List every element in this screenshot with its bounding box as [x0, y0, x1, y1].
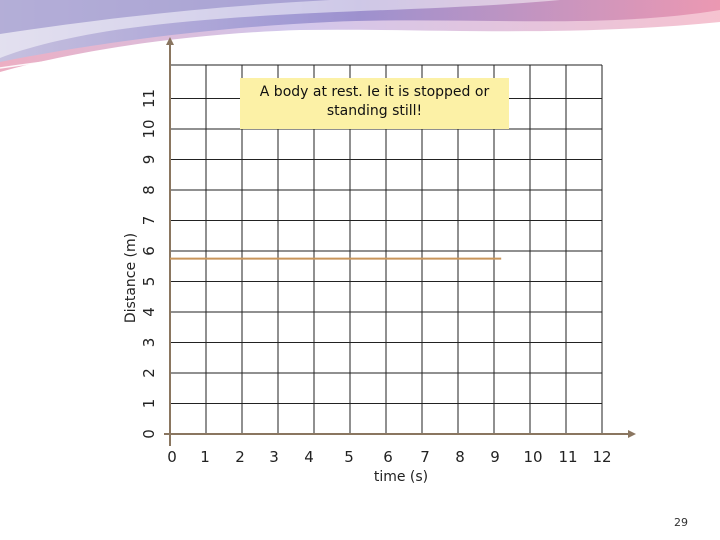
y-axis-title: Distance (m): [123, 233, 139, 323]
y-tick-label: 2: [140, 368, 158, 378]
page-number: 29: [674, 516, 688, 529]
annotation-text: A body at rest. Ie it is stopped or stan…: [259, 84, 490, 119]
y-tick-label: 10: [140, 119, 158, 138]
y-axis-arrow: [166, 37, 174, 45]
x-tick-label: 0: [167, 448, 177, 466]
x-tick-label: 5: [344, 448, 354, 466]
x-tick-label: 7: [420, 448, 430, 466]
annotation-callout: A body at rest. Ie it is stopped or stan…: [240, 78, 509, 129]
y-tick-label: 6: [140, 246, 158, 256]
y-axis-ticks: 0 1 2 3 4 5 6 7 8 9 10 11: [140, 89, 158, 439]
y-tick-label: 4: [140, 307, 158, 317]
x-tick-label: 1: [200, 448, 210, 466]
chart-axes: [164, 37, 636, 446]
x-axis-arrow: [628, 430, 636, 438]
x-tick-label: 12: [592, 448, 611, 466]
y-tick-label: 0: [140, 429, 158, 439]
y-tick-label: 8: [140, 185, 158, 195]
x-tick-label: 3: [269, 448, 279, 466]
header-banner-decoration: [0, 0, 720, 75]
x-axis-title: time (s): [374, 469, 428, 485]
y-tick-label: 1: [140, 399, 158, 409]
x-tick-label: 6: [383, 448, 393, 466]
y-tick-label: 11: [140, 89, 158, 108]
x-tick-label: 2: [235, 448, 245, 466]
y-tick-label: 3: [140, 338, 158, 348]
y-tick-label: 7: [140, 216, 158, 226]
x-tick-label: 11: [558, 448, 577, 466]
y-tick-label: 9: [140, 155, 158, 165]
y-tick-label: 5: [140, 277, 158, 287]
x-tick-label: 9: [490, 448, 500, 466]
x-tick-label: 4: [304, 448, 314, 466]
x-tick-label: 8: [455, 448, 465, 466]
x-axis-ticks: 0 1 2 3 4 5 6 7 8 9 10 11 12: [167, 448, 611, 466]
x-tick-label: 10: [523, 448, 542, 466]
